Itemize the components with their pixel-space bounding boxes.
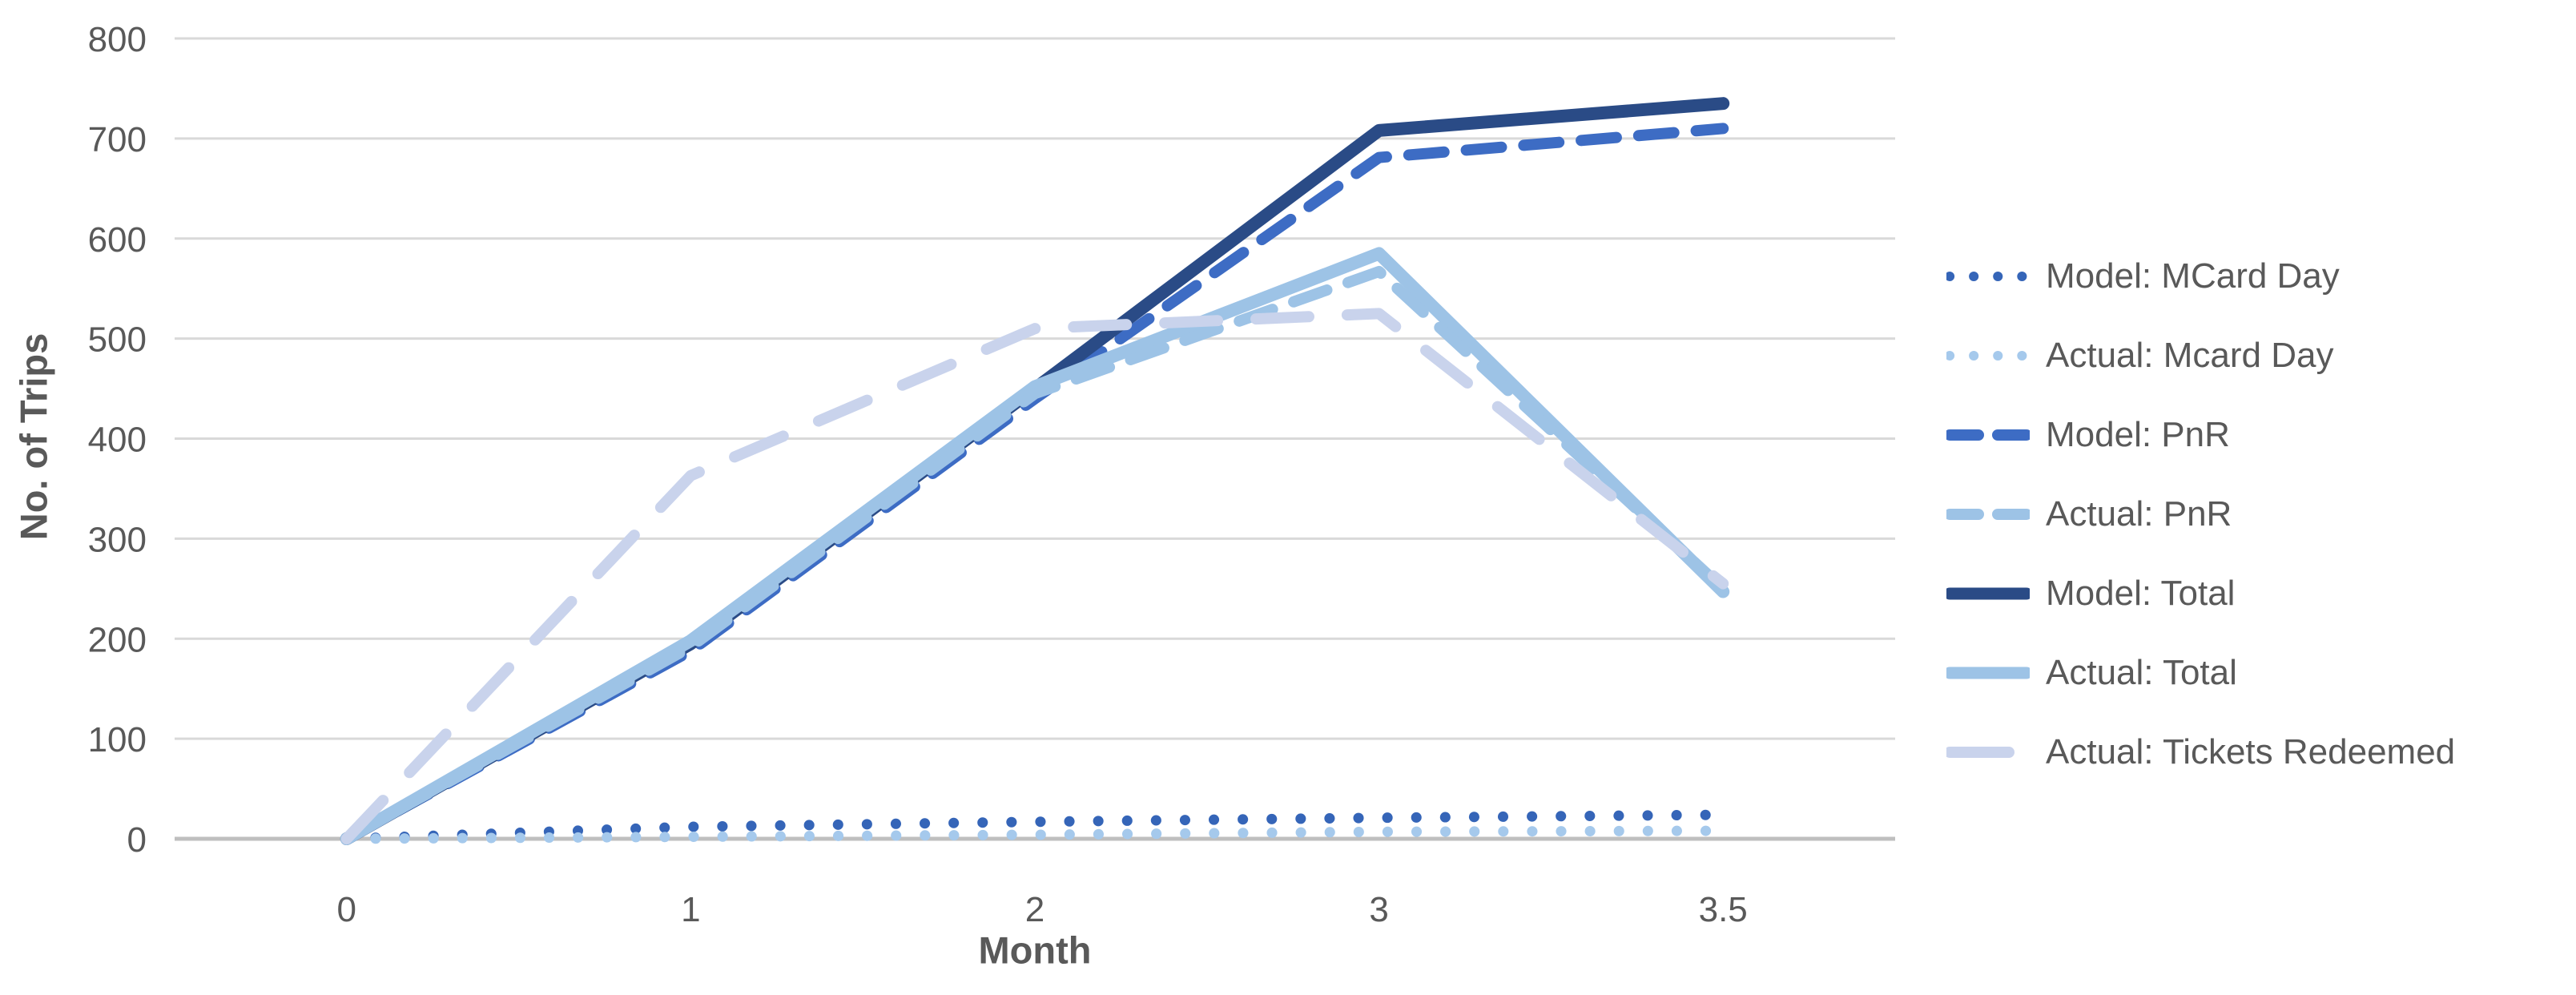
- legend-label: Model: MCard Day: [2046, 256, 2340, 296]
- legend-label: Actual: PnR: [2046, 494, 2232, 534]
- series-line-actual-total: [340, 247, 1730, 845]
- series-line-model-pnr: [340, 123, 1729, 844]
- legend-key-line: [1946, 509, 2030, 520]
- y-tick-label: 300: [88, 520, 147, 559]
- legend-key-line: [1946, 587, 2030, 600]
- x-tick-label: 3.5: [1699, 890, 1748, 929]
- legend-key-line: [1946, 747, 2015, 758]
- legend-key-line: [1946, 272, 2030, 281]
- y-axis-tick-labels: 0 100 200 300 400 500 600 700 800: [88, 20, 147, 860]
- legend-item-model-mcard-day: Model: MCard Day: [1946, 254, 2340, 299]
- series-line-actual-pnr: [340, 265, 1729, 844]
- y-tick-label: 400: [88, 421, 147, 460]
- legend-label: Model: PnR: [2046, 415, 2230, 454]
- x-axis-tick-labels: 0 1 2 3 3.5: [337, 890, 1748, 929]
- series-lines: [340, 97, 1730, 845]
- x-tick-label: 2: [1025, 890, 1044, 929]
- y-axis-title: No. of Trips: [12, 332, 55, 541]
- legend-item-model-total: Model: Total: [1946, 571, 2235, 616]
- y-tick-label: 100: [88, 720, 147, 759]
- legend-label: Model: Total: [2046, 574, 2236, 613]
- y-tick-label: 0: [127, 820, 147, 860]
- legend-item-model-pnr: Model: PnR: [1946, 413, 2230, 457]
- legend-item-actual-tickets-redeemed: Actual: Tickets Redeemed: [1946, 730, 2455, 775]
- legend-item-actual-total: Actual: Total: [1946, 651, 2237, 695]
- legend-item-actual-mcard-day: Actual: Mcard Day: [1946, 333, 2333, 378]
- x-axis-title: Month: [978, 929, 1092, 972]
- legend-label: Actual: Mcard Day: [2046, 336, 2334, 375]
- y-tick-label: 500: [88, 320, 147, 360]
- legend-item-actual-pnr: Actual: PnR: [1946, 492, 2232, 537]
- series-line-actual-mcard-day: [341, 825, 1729, 844]
- x-tick-label: 0: [337, 890, 356, 929]
- y-tick-label: 600: [88, 220, 147, 260]
- legend-key-line: [1946, 351, 2030, 361]
- legend: Model: MCard Day Actual: Mcard Day Model: …: [1946, 0, 2571, 995]
- legend-key-line: [1946, 429, 2030, 441]
- series-line-model-mcard-day: [341, 809, 1729, 844]
- legend-label: Actual: Tickets Redeemed: [2046, 732, 2456, 771]
- x-tick-label: 3: [1369, 890, 1388, 929]
- y-tick-label: 800: [88, 20, 147, 59]
- gridlines: [175, 37, 1895, 841]
- y-tick-label: 200: [88, 620, 147, 659]
- x-tick-label: 1: [681, 890, 700, 929]
- series-line-actual-tickets-redeemed: [340, 308, 1729, 844]
- y-tick-label: 700: [88, 120, 147, 159]
- legend-label: Actual: Total: [2046, 653, 2237, 692]
- legend-key-line: [1946, 667, 2030, 679]
